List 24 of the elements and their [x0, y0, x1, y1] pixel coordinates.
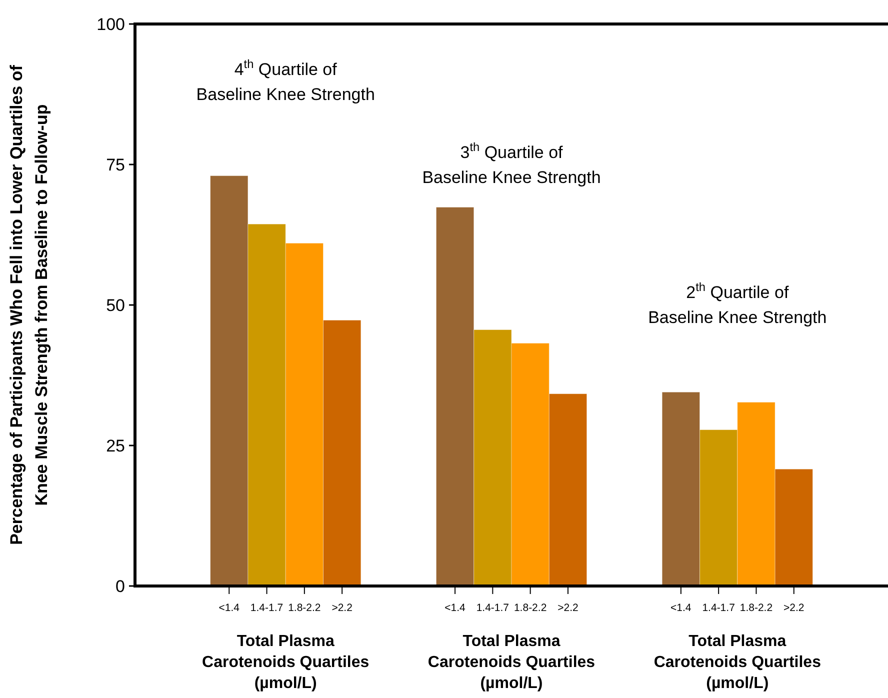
x-tick-label: <1.4: [444, 602, 466, 614]
text: Total Plasma Carotenoids Quartiles (µmol/L): [428, 633, 596, 692]
annotation: 2$^{th}$ Quartile of Baseline Knee Strength: [648, 280, 827, 327]
x-tick-label: <1.4: [218, 602, 240, 614]
x-tick-label: <1.4: [670, 602, 692, 614]
y-tick-label: 25: [106, 436, 125, 456]
annotation: 4$^{th}$ Quartile of Baseline Knee Strength: [196, 57, 375, 104]
x-tick-label: 1.8-2.2: [288, 602, 321, 614]
x-tick-label: 1.4-1.7: [250, 602, 284, 614]
x-tick-label: 1.8-2.2: [514, 602, 547, 614]
y-tick-label: 0: [116, 576, 125, 596]
y-tick-label: 75: [106, 155, 125, 174]
text: Total Plasma Carotenoids Quartiles (µmol/L): [202, 633, 370, 692]
x-tick-label: >2.2: [332, 602, 353, 614]
y-tick-label: 100: [96, 14, 125, 34]
y-tick-label: 50: [106, 296, 125, 315]
y-axis-title: Percentage of Participants Who Fell into Lower Quartiles of Knee Muscle Strength from Baseline to Follow-up: [7, 64, 51, 545]
x-tick-label: 1.4-1.7: [702, 602, 736, 614]
x-tick-label: >2.2: [784, 602, 804, 614]
annotation: 3$^{th}$ Quartile of Baseline Knee Strength: [422, 140, 601, 187]
x-tick-label: 1.4-1.7: [476, 602, 510, 614]
x-tick-label: >2.2: [558, 602, 578, 614]
x-tick-label: 1.8-2.2: [740, 602, 773, 614]
text: Total Plasma Carotenoids Quartiles (µmol/L): [654, 633, 822, 692]
